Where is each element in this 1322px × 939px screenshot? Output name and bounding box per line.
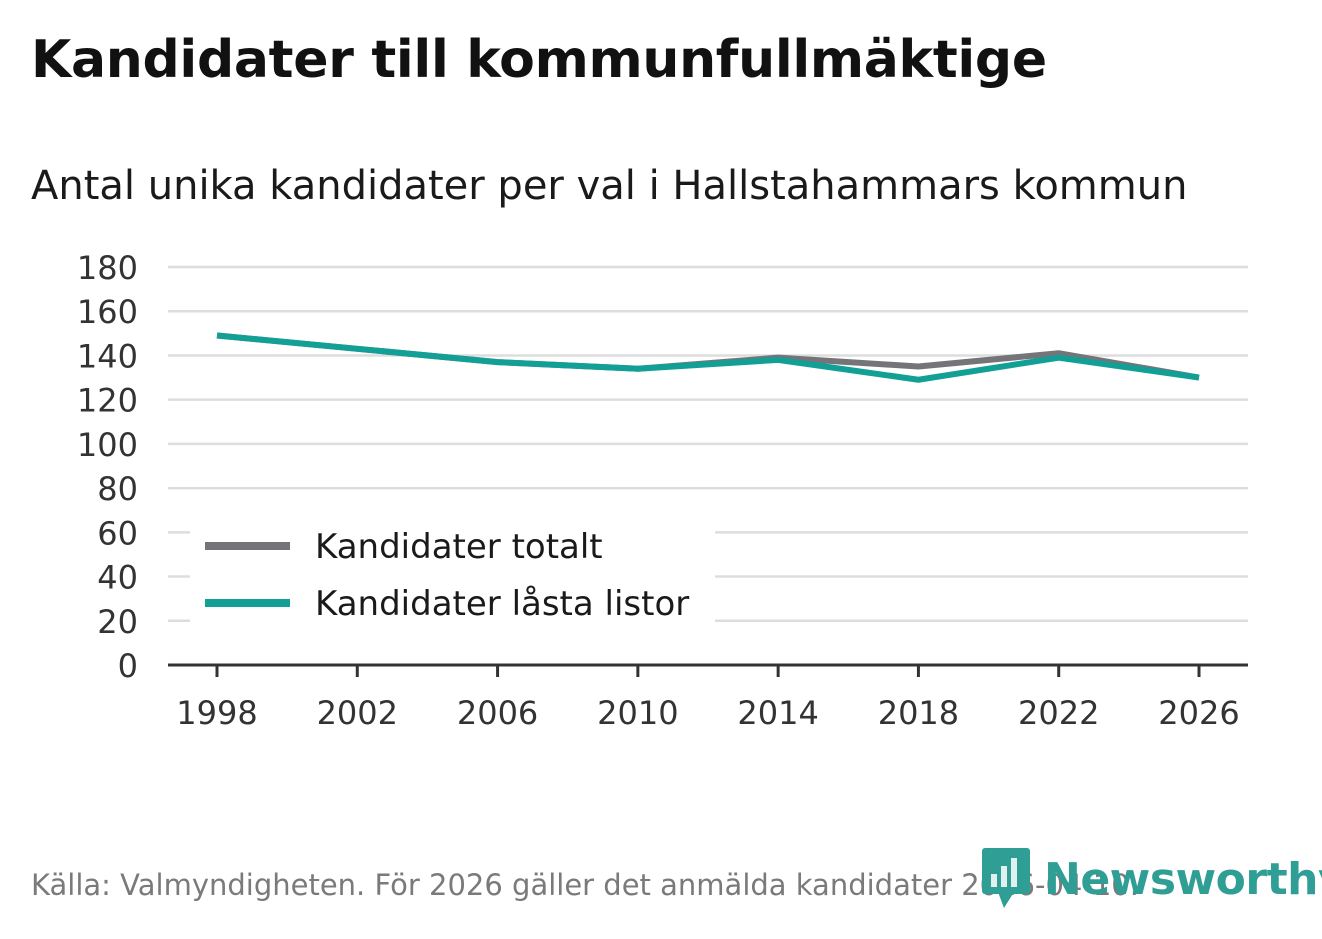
- legend-label-kandidater-lasta-listor: Kandidater låsta listor: [315, 584, 689, 624]
- x-tick-label-2010: 2010: [597, 694, 678, 732]
- x-tick-label-2002: 2002: [317, 694, 398, 732]
- series-line-kandidater-lasta-listor: [216, 332, 1200, 383]
- x-tick-label-2018: 2018: [878, 694, 959, 732]
- y-tick-label-120: 120: [77, 382, 138, 420]
- x-tick-label-2026: 2026: [1158, 694, 1239, 732]
- legend-label-kandidater-totalt: Kandidater totalt: [315, 527, 603, 567]
- y-tick-label-160: 160: [77, 293, 138, 331]
- y-tick-label-60: 60: [97, 514, 138, 552]
- y-tick-label-100: 100: [77, 426, 138, 464]
- x-tick-label-2006: 2006: [457, 694, 538, 732]
- y-tick-label-0: 0: [118, 647, 138, 685]
- x-tick-label-1998: 1998: [176, 694, 257, 732]
- y-tick-label-40: 40: [97, 559, 138, 597]
- y-tick-label-180: 180: [77, 249, 138, 287]
- newsworthy-logo-text: Newsworthy: [1044, 853, 1322, 905]
- source-note: Källa: Valmyndigheten. För 2026 gäller d…: [31, 868, 1139, 902]
- chart-title: Kandidater till kommunfullmäktige: [31, 30, 1047, 90]
- y-tick-label-20: 20: [97, 603, 138, 641]
- y-tick-label-80: 80: [97, 470, 138, 508]
- newsworthy-logo: Newsworthy: [982, 848, 1322, 910]
- x-tick-label-2014: 2014: [737, 694, 818, 732]
- newsworthy-logo-icon: [982, 848, 1030, 908]
- y-tick-label-140: 140: [77, 337, 138, 375]
- chart-subtitle: Antal unika kandidater per val i Hallsta…: [31, 163, 1188, 209]
- x-tick-label-2022: 2022: [1018, 694, 1099, 732]
